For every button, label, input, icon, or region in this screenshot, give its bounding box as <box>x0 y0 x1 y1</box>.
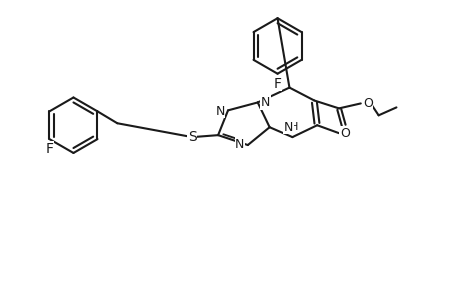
Text: S: S <box>188 130 196 144</box>
Text: N: N <box>283 121 292 134</box>
Text: N: N <box>215 105 224 118</box>
Text: F: F <box>273 76 281 91</box>
Text: N: N <box>260 96 270 109</box>
Text: O: O <box>362 97 372 110</box>
Text: H: H <box>290 122 298 132</box>
Text: N: N <box>235 138 244 151</box>
Text: F: F <box>45 142 53 156</box>
Text: O: O <box>339 127 349 140</box>
